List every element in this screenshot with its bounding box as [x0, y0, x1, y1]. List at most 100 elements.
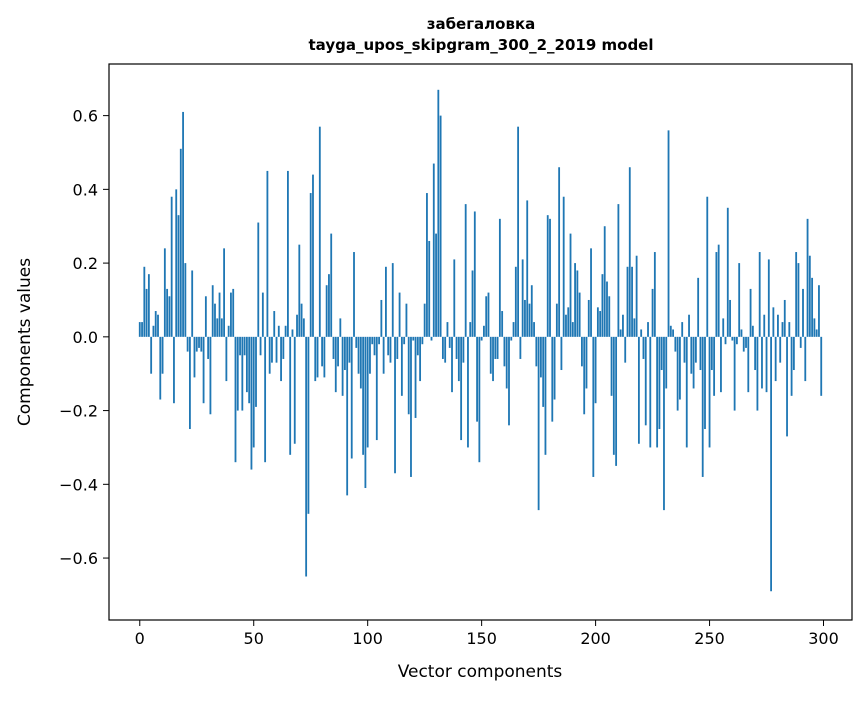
bar — [202, 336, 205, 404]
bar — [446, 322, 449, 337]
bar — [478, 336, 481, 463]
bar — [138, 322, 141, 337]
bars-group — [138, 89, 823, 592]
bar — [508, 336, 510, 426]
bar — [261, 292, 264, 337]
bar — [179, 148, 182, 337]
bar — [756, 336, 759, 411]
bar — [724, 336, 727, 345]
y-tick-label: 0.0 — [73, 328, 98, 347]
bar — [528, 303, 531, 337]
bar — [298, 244, 301, 337]
bar — [391, 263, 394, 337]
bar — [494, 336, 497, 359]
bar — [738, 263, 741, 337]
bar — [735, 336, 738, 345]
bar — [161, 336, 164, 374]
bar — [708, 336, 711, 448]
bar — [209, 336, 212, 415]
bar — [558, 167, 561, 337]
bar — [676, 336, 679, 411]
bar — [268, 336, 271, 374]
bar — [617, 204, 620, 337]
bar — [211, 285, 214, 337]
bar — [143, 266, 146, 337]
bar — [717, 244, 720, 337]
bar — [596, 307, 599, 337]
bar — [804, 336, 807, 382]
bar — [781, 322, 784, 337]
bar — [512, 322, 515, 337]
bar — [476, 336, 478, 422]
bar — [259, 336, 262, 356]
y-tick-label: −0.2 — [59, 402, 98, 421]
bar — [389, 336, 392, 363]
bar — [777, 314, 779, 337]
bar — [309, 193, 312, 337]
bar — [669, 325, 672, 337]
bar — [480, 336, 483, 341]
bar — [622, 314, 624, 337]
y-tick-label: 0.2 — [73, 254, 98, 273]
bar — [462, 336, 465, 363]
bar — [245, 336, 248, 393]
bar — [587, 299, 590, 337]
bar — [571, 322, 574, 337]
bar — [706, 196, 709, 337]
bar — [526, 200, 529, 337]
bar — [471, 270, 474, 337]
bar — [207, 336, 210, 359]
bar — [624, 336, 627, 363]
x-axis-label: Vector components — [398, 662, 563, 682]
y-tick-label: 0.6 — [73, 107, 98, 126]
bar — [656, 336, 659, 448]
bar — [184, 263, 187, 337]
bar — [555, 303, 558, 337]
bar — [193, 336, 196, 378]
bar — [649, 336, 652, 448]
bar — [302, 318, 305, 337]
bar — [300, 303, 303, 337]
bar — [610, 336, 613, 396]
chart-title: забегаловка — [427, 15, 536, 33]
bar — [353, 252, 355, 337]
bar — [296, 314, 298, 337]
bar — [150, 336, 153, 374]
bar — [774, 336, 777, 382]
bar — [355, 336, 358, 348]
bar — [660, 336, 663, 371]
bar — [316, 336, 319, 378]
bar — [441, 336, 444, 359]
bar — [745, 336, 747, 348]
bar — [289, 336, 292, 455]
x-tick-label: 200 — [580, 629, 611, 648]
bar — [248, 336, 251, 404]
bar — [394, 336, 396, 474]
bar — [619, 329, 622, 337]
bar — [672, 329, 674, 337]
bar — [346, 336, 349, 496]
bar — [694, 336, 697, 363]
bar — [606, 281, 608, 337]
bar — [767, 259, 770, 337]
bar — [191, 270, 194, 337]
bar — [230, 292, 232, 337]
bar — [173, 336, 175, 404]
bar — [749, 288, 752, 337]
bar — [783, 299, 786, 337]
bar — [590, 248, 592, 337]
bar — [255, 336, 257, 407]
bar — [806, 218, 809, 337]
bar — [653, 252, 656, 337]
bar — [330, 233, 333, 337]
bar — [542, 336, 545, 407]
bar — [567, 307, 570, 337]
bar — [503, 336, 506, 367]
bar — [241, 336, 244, 411]
bar — [690, 336, 693, 374]
bar — [407, 336, 410, 415]
bar — [371, 336, 374, 345]
bar — [562, 196, 565, 337]
bar — [811, 277, 814, 337]
